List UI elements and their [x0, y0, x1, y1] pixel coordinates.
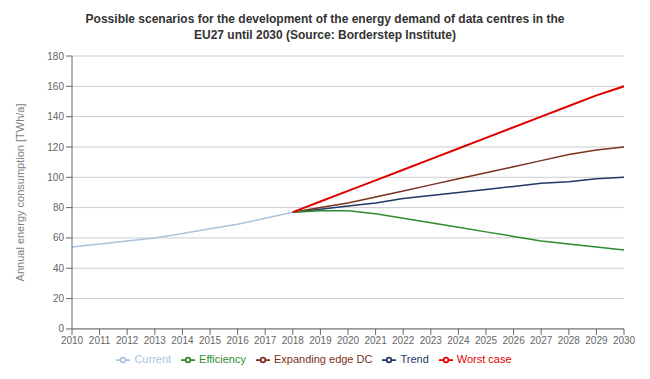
svg-text:160: 160	[47, 81, 64, 92]
svg-text:100: 100	[47, 172, 64, 183]
html-text:EU27 until 2030 (Source: Borde: EU27 until 2030 (Source: Borderstep Inst…	[194, 28, 456, 42]
svg-text:120: 120	[47, 142, 64, 153]
html-text:Efficiency: Efficiency	[199, 352, 246, 365]
svg-text:2021: 2021	[364, 335, 387, 346]
svg-text:2022: 2022	[392, 335, 415, 346]
svg-text:2029: 2029	[585, 335, 608, 346]
svg-text:2011: 2011	[89, 335, 111, 346]
html-text:Possible scenarios for the dev: Possible scenarios for the development o…	[85, 12, 565, 26]
svg-text:2018: 2018	[282, 335, 305, 346]
html-text:Current: Current	[134, 352, 172, 365]
svg-text:2025: 2025	[475, 335, 498, 346]
svg-text:0: 0	[58, 323, 64, 334]
svg-text:60: 60	[53, 232, 65, 243]
svg-text:2019: 2019	[309, 335, 332, 346]
svg-text:2010: 2010	[61, 335, 84, 346]
svg-text:2017: 2017	[254, 335, 277, 346]
svg-text:2028: 2028	[558, 335, 581, 346]
svg-text:2024: 2024	[447, 335, 470, 346]
svg-text:2023: 2023	[420, 335, 443, 346]
svg-text:2030: 2030	[613, 335, 636, 346]
svg-text:2012: 2012	[116, 335, 139, 346]
svg-text:2020: 2020	[337, 335, 360, 346]
svg-text:20: 20	[53, 293, 65, 304]
html-text:Trend: Trend	[400, 352, 429, 365]
svg-text:2016: 2016	[226, 335, 249, 346]
svg-text:2013: 2013	[144, 335, 167, 346]
svg-text:2026: 2026	[502, 335, 525, 346]
html-text:Expanding edge DC: Expanding edge DC	[274, 352, 373, 365]
svg-text:Annual energy consumption [TWh: Annual energy consumption [TWh/a]	[14, 103, 26, 281]
svg-text:180: 180	[47, 51, 64, 62]
html-text:Worst case: Worst case	[456, 352, 512, 365]
svg-text:2014: 2014	[171, 335, 194, 346]
svg-text:2015: 2015	[199, 335, 222, 346]
svg-text:40: 40	[53, 263, 65, 274]
svg-text:2027: 2027	[530, 335, 553, 346]
svg-text:140: 140	[47, 111, 64, 122]
svg-text:80: 80	[53, 202, 65, 213]
